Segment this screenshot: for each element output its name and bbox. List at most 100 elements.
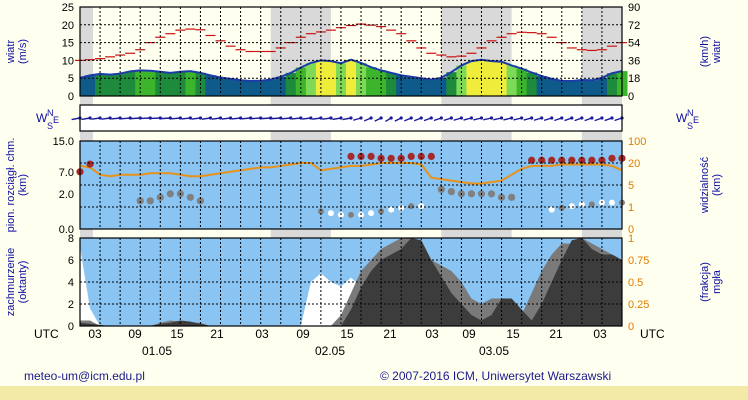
cloud-top-point bbox=[407, 152, 415, 160]
panel-frame bbox=[79, 104, 623, 132]
wind-direction-dot bbox=[560, 116, 564, 120]
wind-speed-bar bbox=[225, 78, 237, 96]
wind-direction-dot bbox=[269, 116, 273, 120]
cloud-height-tick: 2.0 bbox=[59, 189, 74, 201]
wind-speed-panel: 25 20 15 10 5 0 90 72 54 36 18 0 bbox=[62, 2, 641, 103]
wind-direction-dot bbox=[329, 116, 333, 120]
wind-speed-bar bbox=[486, 61, 498, 96]
compass-e: E bbox=[693, 115, 699, 125]
hour-tick-label: 15 bbox=[170, 327, 184, 341]
wind-speed-bar bbox=[586, 80, 598, 96]
compass-n: N bbox=[47, 108, 54, 118]
cloud-height-tick: 0.0 bbox=[59, 224, 74, 236]
compass-s: S bbox=[47, 121, 53, 131]
wind-speed-bar bbox=[426, 79, 437, 96]
cloud-base-point bbox=[327, 210, 334, 217]
wind-direction-dot bbox=[108, 116, 112, 120]
wind-direction-dot bbox=[610, 116, 614, 120]
wind-speed-bar bbox=[436, 77, 447, 96]
wind-direction-dot bbox=[178, 116, 182, 120]
wind-kmh-tick: 18 bbox=[628, 73, 640, 85]
wind-speed-bar bbox=[185, 71, 196, 96]
wind-speed-bar bbox=[165, 72, 176, 96]
wind-direction-dot bbox=[259, 116, 263, 120]
wind-speed-bar bbox=[345, 59, 357, 96]
visibility-tick: 5 bbox=[628, 180, 634, 192]
cloud-cover-tick: 6 bbox=[68, 255, 74, 267]
date-label: 01.05 bbox=[142, 344, 172, 358]
visibility-tick: 100 bbox=[628, 136, 646, 148]
wind-direction-dot bbox=[148, 116, 152, 120]
cloud-cover-area-mid bbox=[80, 238, 622, 326]
hour-tick-label: 09 bbox=[462, 327, 476, 341]
wind-direction-dot bbox=[570, 116, 574, 120]
cloud-base-point bbox=[578, 201, 585, 208]
cloud-top-point bbox=[548, 156, 556, 164]
wind-kmh-label: (km/h) bbox=[699, 36, 711, 67]
cloud-top-point bbox=[367, 152, 375, 160]
hour-tick-label: 21 bbox=[383, 327, 397, 341]
wind-kmh-tick: 0 bbox=[628, 91, 634, 103]
fog-area bbox=[80, 246, 622, 326]
wind-speed-bar bbox=[366, 67, 377, 96]
cloud-top-point bbox=[568, 156, 576, 164]
wind-direction-dot bbox=[279, 116, 283, 120]
wind-speed-bar bbox=[516, 68, 528, 96]
cloud-top-point bbox=[447, 188, 455, 196]
cloud-top-point bbox=[166, 190, 174, 198]
cloud-top-point bbox=[467, 190, 476, 198]
date-label: 03.05 bbox=[479, 344, 509, 358]
wind-direction-panel bbox=[71, 104, 624, 132]
cloud-top-point bbox=[427, 152, 435, 160]
wind-direction-dot bbox=[309, 116, 313, 120]
wind-direction-dot bbox=[429, 116, 433, 120]
cloud-top-point bbox=[417, 152, 425, 160]
wind-speed-bar bbox=[496, 61, 508, 96]
fog-fraction-tick: 1 bbox=[628, 233, 634, 245]
cloud-top-point bbox=[558, 156, 566, 164]
wind-kmh-label: wiatr bbox=[711, 40, 723, 65]
wind-speed-bar bbox=[596, 77, 608, 96]
wind-speed-bar bbox=[265, 79, 277, 96]
hour-tick-label: 21 bbox=[210, 327, 224, 341]
cloud-height-label: (km) bbox=[17, 174, 29, 196]
wind-direction-dot bbox=[409, 116, 413, 120]
cloud-top-point bbox=[608, 154, 616, 162]
utc-label-right: UTC bbox=[640, 327, 665, 341]
wind-speed-bar bbox=[526, 72, 538, 96]
cloud-top-point bbox=[86, 160, 94, 168]
wind-speed-bar bbox=[466, 61, 477, 96]
contact-email[interactable]: meteo-um@icm.edu.pl bbox=[24, 369, 145, 383]
utc-label-left: UTC bbox=[34, 327, 59, 341]
wind-speed-bar bbox=[566, 81, 578, 96]
wind-direction-dot bbox=[439, 116, 443, 120]
wind-direction-dot bbox=[228, 116, 233, 120]
hour-tick-label: 21 bbox=[549, 327, 563, 341]
wind-speed-bar bbox=[606, 73, 618, 96]
wind-direction-dot bbox=[88, 116, 92, 120]
fog-fraction-tick: 0.75 bbox=[628, 255, 649, 267]
date-label: 02.05 bbox=[315, 344, 345, 358]
wind-direction-dot bbox=[188, 116, 193, 120]
cloud-base-point bbox=[568, 203, 575, 210]
time-axis: 03 09 15 21 03 09 15 21 03 09 15 21 03 UTC UTC 01.05 02.… bbox=[34, 327, 665, 358]
cloud-cover-tick: 2 bbox=[68, 299, 74, 311]
compass-n: N bbox=[687, 108, 694, 118]
compass-e: E bbox=[53, 115, 59, 125]
panel-frame bbox=[79, 237, 623, 327]
fog-fraction-tick: 0 bbox=[628, 321, 634, 333]
cloud-base-point bbox=[348, 211, 354, 218]
wind-direction-dot bbox=[359, 116, 363, 120]
wind-direction-dot bbox=[580, 116, 584, 120]
cloud-cover-tick: 4 bbox=[68, 277, 74, 289]
cloud-top-point bbox=[146, 197, 154, 205]
compass-w: W bbox=[676, 111, 688, 125]
wind-speed-bar bbox=[215, 77, 227, 96]
wind-direction-dot bbox=[540, 116, 544, 120]
cloud-base-point bbox=[548, 206, 555, 213]
bottom-bar bbox=[0, 386, 748, 400]
wind-ms-tick: 20 bbox=[62, 20, 74, 32]
wind-direction-dot bbox=[449, 116, 453, 120]
